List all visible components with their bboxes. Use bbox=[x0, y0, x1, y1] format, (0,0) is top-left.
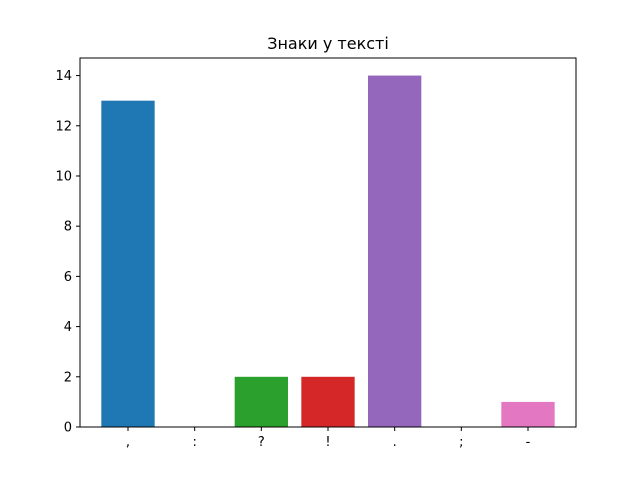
bar bbox=[301, 376, 355, 427]
x-tick-label: ? bbox=[258, 435, 265, 450]
y-tick-label: 2 bbox=[64, 370, 72, 385]
x-tick-label: ! bbox=[325, 435, 330, 450]
bar bbox=[101, 100, 155, 428]
x-tick-label: , bbox=[126, 435, 130, 450]
x-tick-label: ; bbox=[459, 435, 463, 450]
x-tick-label: - bbox=[526, 435, 531, 450]
x-tick-label: : bbox=[192, 435, 196, 450]
x-tick-label: . bbox=[393, 435, 397, 450]
y-tick-label: 12 bbox=[55, 119, 72, 134]
chart-title: Знаки у тексті bbox=[267, 34, 389, 53]
bar bbox=[501, 401, 555, 427]
bars-layer bbox=[101, 75, 555, 428]
y-tick-label: 14 bbox=[55, 69, 72, 84]
y-tick-label: 10 bbox=[55, 169, 72, 184]
y-tick-label: 6 bbox=[64, 270, 72, 285]
y-tick-label: 4 bbox=[64, 320, 72, 335]
y-tick-label: 0 bbox=[64, 421, 72, 436]
bar bbox=[234, 376, 288, 427]
bar bbox=[368, 75, 422, 427]
axes-layer bbox=[76, 57, 577, 431]
y-tick-label: 8 bbox=[64, 220, 72, 235]
labels-layer: ,:?!.; - 0 2 4 6 8 10 12 14 bbox=[55, 69, 530, 450]
